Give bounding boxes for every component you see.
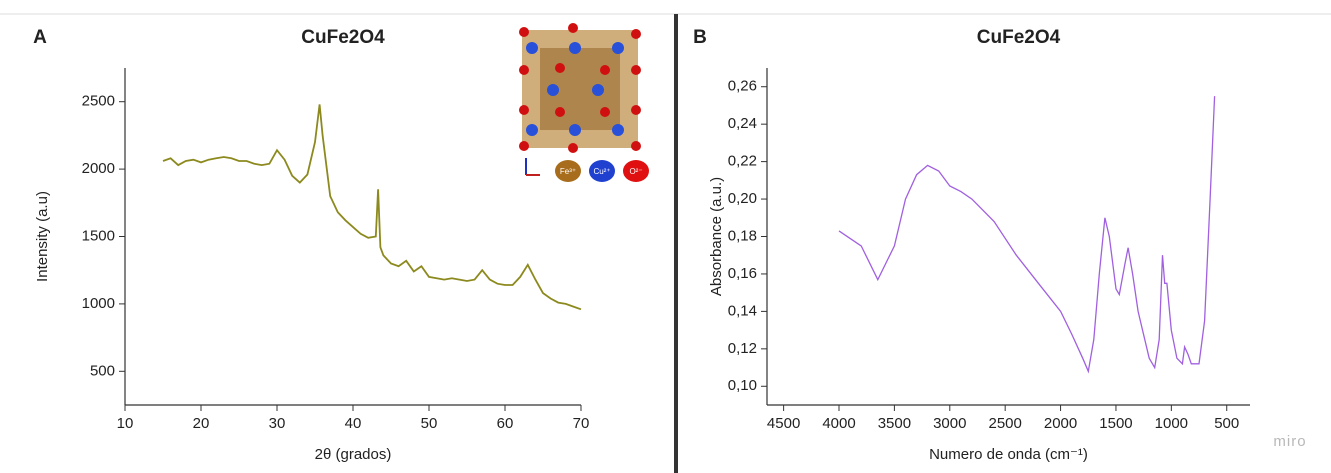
- y-tick-label: 0,20: [728, 190, 757, 207]
- panel-label: A: [33, 27, 47, 48]
- data-line: [162, 104, 582, 311]
- x-tick-label: 3000: [933, 415, 966, 432]
- y-tick-label: 0,16: [728, 265, 757, 282]
- x-axis-label: 2θ (grados): [315, 446, 392, 463]
- chart-title: CuFe2O4: [977, 27, 1061, 48]
- crystal-inset: [519, 23, 649, 182]
- x-tick-label: 500: [1214, 415, 1239, 432]
- x-tick-label: 1000: [1155, 415, 1188, 432]
- panel-label: B: [693, 27, 707, 48]
- x-tick-label: 3500: [878, 415, 911, 432]
- x-tick-label: 50: [421, 415, 438, 432]
- data-line: [838, 96, 1216, 374]
- y-tick-label: 0,14: [728, 302, 757, 319]
- x-tick-label: 2000: [1044, 415, 1077, 432]
- inset-legend-label: O²⁻: [629, 167, 642, 176]
- x-tick-label: 2500: [988, 415, 1021, 432]
- y-tick-label: 0,18: [728, 227, 757, 244]
- x-tick-label: 30: [269, 415, 286, 432]
- x-axis-label: Numero de onda (cm⁻¹): [929, 446, 1088, 463]
- y-tick-label: 0,10: [728, 377, 757, 394]
- y-tick-label: 0,24: [728, 115, 757, 132]
- y-tick-label: 1500: [82, 227, 115, 244]
- watermark: miro: [1273, 433, 1306, 450]
- x-tick-label: 40: [345, 415, 362, 432]
- chart-title: CuFe2O4: [301, 27, 385, 48]
- inset-legend-label: Cu²⁺: [593, 167, 610, 176]
- y-tick-label: 2500: [82, 93, 115, 110]
- y-tick-label: 500: [90, 362, 115, 379]
- y-tick-label: 0,22: [728, 153, 757, 170]
- inset-legend-label: Fe³⁺: [560, 167, 576, 176]
- x-tick-label: 10: [117, 415, 134, 432]
- y-tick-label: 2000: [82, 160, 115, 177]
- x-tick-label: 4500: [767, 415, 800, 432]
- y-tick-label: 1000: [82, 295, 115, 312]
- x-tick-label: 4000: [822, 415, 855, 432]
- y-tick-label: 0,12: [728, 340, 757, 357]
- x-tick-label: 1500: [1099, 415, 1132, 432]
- y-tick-label: 0,26: [728, 78, 757, 95]
- y-axis-label: Intensity (a.u): [34, 191, 51, 282]
- x-tick-label: 20: [193, 415, 210, 432]
- x-tick-label: 60: [497, 415, 514, 432]
- x-tick-label: 70: [573, 415, 590, 432]
- y-axis-label: Absorbance (a.u.): [708, 177, 725, 296]
